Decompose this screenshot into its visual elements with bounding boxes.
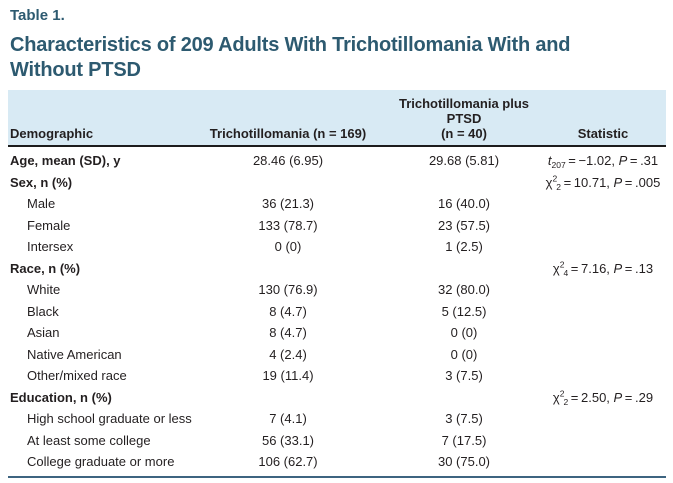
trichotillomania-value: 8 (4.7): [269, 325, 307, 340]
trichotillomania-ptsd-value: [388, 172, 540, 194]
table-title-line2: Without PTSD: [10, 59, 141, 81]
statistic-value: [540, 451, 666, 473]
demographic-label: Asian: [27, 325, 60, 340]
demographic-label: Race, n (%): [10, 260, 81, 276]
table-row: High school graduate or less 7 (4.1) 3 (7.…: [8, 408, 666, 430]
demographic-label: Native American: [27, 346, 122, 362]
statistic-value: [540, 430, 666, 452]
table-bottom-rule: [8, 475, 666, 478]
trichotillomania-value: [188, 387, 388, 409]
demographic-label: Male: [27, 196, 56, 211]
table-row: At least some college 56 (33.1) 7 (17.5): [8, 430, 666, 452]
demographic-label: White: [27, 282, 61, 297]
trichotillomania-ptsd-value: 30 (75.0): [437, 454, 491, 469]
table-row: Male 36 (21.3) 16 (40.0): [8, 193, 666, 215]
trichotillomania-ptsd-value: 3 (7.5): [445, 368, 483, 383]
table-row: Native American 4 (2.4) 0 (0): [8, 344, 666, 366]
statistic-value: [540, 215, 666, 237]
column-header-demographic: Demographic: [8, 90, 188, 147]
demographic-label: Sex, n (%): [10, 174, 73, 190]
table-row: Female 133 (78.7) 23 (57.5): [8, 215, 666, 237]
trichotillomania-ptsd-value: 16 (40.0): [437, 196, 491, 211]
table-row: Race, n (%) χ24 = 7.16, P = .13: [8, 258, 666, 280]
trichotillomania-value: 56 (33.1): [261, 432, 315, 448]
trichotillomania-value: 8 (4.7): [269, 303, 307, 319]
demographic-label: Intersex: [27, 239, 74, 254]
trichotillomania-value: 0 (0): [274, 239, 302, 254]
statistic-value: t207 = −1.02, P = .31: [547, 153, 659, 170]
table-row: Other/mixed race 19 (11.4) 3 (7.5): [8, 365, 666, 387]
trichotillomania-value: 106 (62.7): [258, 454, 318, 469]
statistic-value: [540, 301, 666, 323]
trichotillomania-ptsd-value: 32 (80.0): [437, 282, 491, 297]
statistic-value: [540, 322, 666, 344]
demographic-label: At least some college: [27, 432, 151, 448]
trichotillomania-ptsd-value: [388, 387, 540, 409]
table-number: Table 1.: [10, 7, 65, 24]
demographic-label: College graduate or more: [27, 454, 175, 469]
statistic-value: [540, 365, 666, 387]
header-row: Demographic Trichotillomania (n = 169) T…: [8, 90, 666, 147]
trichotillomania-ptsd-value: 23 (57.5): [437, 217, 491, 233]
table-body: Age, mean (SD), y 28.46 (6.95) 29.68 (5.81…: [8, 146, 666, 473]
trichotillomania-value: 28.46 (6.95): [252, 153, 324, 168]
trichotillomania-ptsd-value: 0 (0): [450, 346, 478, 362]
trichotillomania-value: 130 (76.9): [258, 282, 318, 297]
demographics-table: Demographic Trichotillomania (n = 169) T…: [8, 90, 666, 478]
statistic-value: χ24 = 7.16, P = .13: [552, 259, 654, 278]
column-header-trichotillomania-ptsd: Trichotillomania plus PTSD (n = 40): [388, 90, 540, 147]
trichotillomania-value: 19 (11.4): [262, 368, 314, 383]
column-header-statistic: Statistic: [540, 90, 666, 147]
table-row: College graduate or more 106 (62.7) 30 (75…: [8, 451, 666, 473]
table-row: Sex, n (%) χ22 = 10.71, P = .005: [8, 172, 666, 194]
trichotillomania-ptsd-value: 29.68 (5.81): [428, 153, 500, 168]
trichotillomania-ptsd-value: 3 (7.5): [445, 411, 483, 426]
demographic-label: Age, mean (SD), y: [10, 153, 121, 168]
trichotillomania-ptsd-value: 7 (17.5): [441, 432, 487, 448]
table-row: Black 8 (4.7) 5 (12.5): [8, 301, 666, 323]
table-row: Intersex 0 (0) 1 (2.5): [8, 236, 666, 258]
table-row: White 130 (76.9) 32 (80.0): [8, 279, 666, 301]
statistic-value: χ22 = 2.50, P = .29: [552, 388, 654, 407]
table-title: Characteristics of 209 Adults With Trich…: [10, 33, 665, 83]
demographic-label: Other/mixed race: [27, 368, 127, 383]
demographic-label: High school graduate or less: [27, 411, 192, 426]
trichotillomania-value: 133 (78.7): [258, 217, 318, 233]
demographic-label: Education, n (%): [10, 389, 112, 405]
trichotillomania-value: 4 (2.4): [269, 346, 307, 362]
table-row: Asian 8 (4.7) 0 (0): [8, 322, 666, 344]
column-header-trichotillomania: Trichotillomania (n = 169): [188, 90, 388, 147]
table-row: Age, mean (SD), y 28.46 (6.95) 29.68 (5.81…: [8, 146, 666, 172]
table-title-line1: Characteristics of 209 Adults With Trich…: [10, 34, 571, 56]
trichotillomania-value: [188, 172, 388, 194]
demographic-label: Female: [27, 217, 71, 233]
demographic-label: Black: [27, 303, 59, 319]
statistic-value: [540, 236, 666, 258]
trichotillomania-ptsd-value: [388, 258, 540, 280]
statistic-value: [540, 408, 666, 430]
data-table: Demographic Trichotillomania (n = 169) T…: [8, 90, 666, 473]
table-row: Education, n (%) χ22 = 2.50, P = .29: [8, 387, 666, 409]
trichotillomania-value: [188, 258, 388, 280]
trichotillomania-value: 36 (21.3): [261, 196, 315, 211]
statistic-value: χ22 = 10.71, P = .005: [545, 173, 661, 192]
statistic-value: [540, 279, 666, 301]
trichotillomania-ptsd-value: 5 (12.5): [441, 303, 487, 319]
trichotillomania-ptsd-value: 1 (2.5): [445, 239, 483, 254]
statistic-value: [540, 344, 666, 366]
trichotillomania-ptsd-value: 0 (0): [450, 325, 478, 340]
trichotillomania-value: 7 (4.1): [269, 411, 307, 426]
statistic-value: [540, 193, 666, 215]
